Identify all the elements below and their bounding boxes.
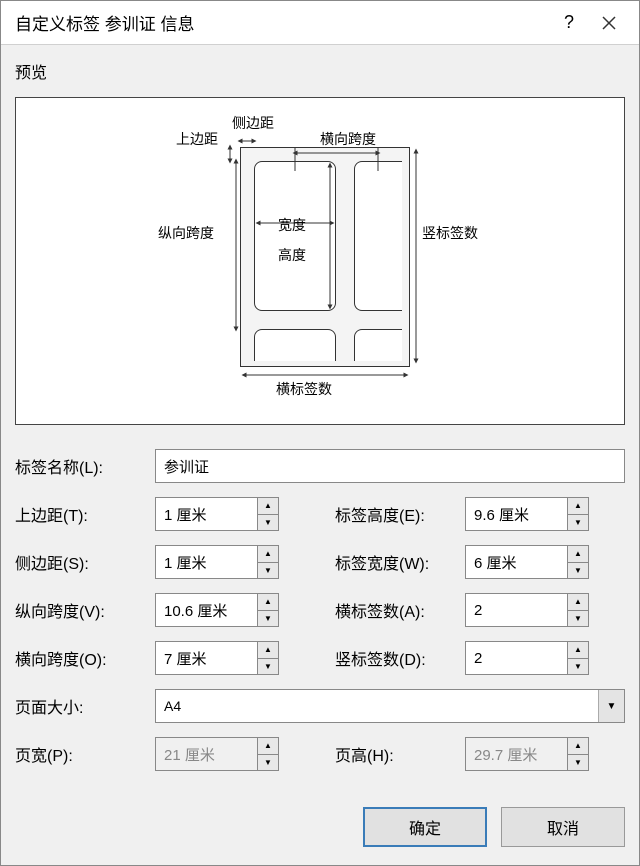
label-height-spinner[interactable]: ▲▼ xyxy=(465,497,589,531)
cancel-button[interactable]: 取消 xyxy=(501,807,625,847)
preview-section-label: 预览 xyxy=(15,59,625,83)
label-diagram: 上边距 侧边距 横向跨度 纵向跨度 宽度 高度 竖标签数 横标签数 xyxy=(140,121,500,401)
dialog-title: 自定义标签 参训证 信息 xyxy=(15,10,549,35)
label-height-label: 标签高度(E): xyxy=(335,502,455,526)
side-margin-input[interactable] xyxy=(155,545,257,579)
spin-up-icon[interactable]: ▲ xyxy=(568,642,588,659)
across-spinner[interactable]: ▲▼ xyxy=(465,593,589,627)
vspan-input[interactable] xyxy=(155,593,257,627)
vspan-spinner[interactable]: ▲▼ xyxy=(155,593,279,627)
label-width-input[interactable] xyxy=(465,545,567,579)
spin-up-icon[interactable]: ▲ xyxy=(258,498,278,515)
button-bar: 确定 取消 xyxy=(15,807,625,847)
down-label: 竖标签数(D): xyxy=(335,646,455,670)
page-height-label: 页高(H): xyxy=(335,742,455,766)
vspan-label: 纵向跨度(V): xyxy=(15,598,145,622)
spin-up-icon[interactable]: ▲ xyxy=(258,546,278,563)
spin-up-icon[interactable]: ▲ xyxy=(568,546,588,563)
label-width-spinner[interactable]: ▲▼ xyxy=(465,545,589,579)
page-size-select[interactable]: A4 ▼ xyxy=(155,689,625,723)
diagram-label-vspan: 纵向跨度 xyxy=(158,223,214,243)
label-name-input[interactable] xyxy=(155,449,625,483)
down-spinner[interactable]: ▲▼ xyxy=(465,641,589,675)
chevron-down-icon: ▼ xyxy=(598,690,624,722)
spin-up-icon: ▲ xyxy=(258,738,278,755)
page-size-value: A4 xyxy=(164,698,181,714)
hspan-spinner[interactable]: ▲▼ xyxy=(155,641,279,675)
spin-down-icon[interactable]: ▼ xyxy=(568,563,588,579)
spin-down-icon: ▼ xyxy=(568,755,588,771)
hspan-label: 横向跨度(O): xyxy=(15,646,145,670)
dialog: 自定义标签 参训证 信息 ? 预览 xyxy=(0,0,640,866)
across-input[interactable] xyxy=(465,593,567,627)
help-button[interactable]: ? xyxy=(549,8,589,38)
top-margin-label: 上边距(T): xyxy=(15,502,145,526)
side-margin-spinner[interactable]: ▲▼ xyxy=(155,545,279,579)
spin-up-icon[interactable]: ▲ xyxy=(568,498,588,515)
across-label: 横标签数(A): xyxy=(335,598,455,622)
close-icon xyxy=(602,16,616,30)
page-width-input xyxy=(155,737,257,771)
diagram-label-vcount: 竖标签数 xyxy=(422,223,478,243)
page-width-label: 页宽(P): xyxy=(15,742,145,766)
diagram-label-height: 高度 xyxy=(278,245,306,265)
spin-down-icon[interactable]: ▼ xyxy=(568,659,588,675)
spin-up-icon[interactable]: ▲ xyxy=(258,594,278,611)
preview-box: 上边距 侧边距 横向跨度 纵向跨度 宽度 高度 竖标签数 横标签数 xyxy=(15,97,625,425)
spin-up-icon: ▲ xyxy=(568,738,588,755)
form: 标签名称(L): 上边距(T): ▲▼ 标签高度(E): ▲▼ xyxy=(15,449,625,771)
spin-up-icon[interactable]: ▲ xyxy=(258,642,278,659)
spin-down-icon[interactable]: ▼ xyxy=(258,659,278,675)
spin-down-icon[interactable]: ▼ xyxy=(258,515,278,531)
label-name-label: 标签名称(L): xyxy=(15,454,145,478)
page-size-label: 页面大小: xyxy=(15,694,145,718)
diagram-label-top-margin: 上边距 xyxy=(176,129,218,149)
side-margin-label: 侧边距(S): xyxy=(15,550,145,574)
label-height-input[interactable] xyxy=(465,497,567,531)
titlebar: 自定义标签 参训证 信息 ? xyxy=(1,1,639,45)
diagram-label-hspan: 横向跨度 xyxy=(320,129,376,149)
top-margin-input[interactable] xyxy=(155,497,257,531)
row-label-name: 标签名称(L): xyxy=(15,449,625,483)
down-input[interactable] xyxy=(465,641,567,675)
spin-down-icon[interactable]: ▼ xyxy=(258,611,278,627)
diagram-label-width: 宽度 xyxy=(278,215,306,235)
page-width-spinner: ▲▼ xyxy=(155,737,279,771)
top-margin-spinner[interactable]: ▲▼ xyxy=(155,497,279,531)
page-height-spinner: ▲▼ xyxy=(465,737,589,771)
spin-down-icon: ▼ xyxy=(258,755,278,771)
diagram-label-hcount: 横标签数 xyxy=(276,379,332,399)
label-width-label: 标签宽度(W): xyxy=(335,550,455,574)
diagram-label-side-margin: 侧边距 xyxy=(232,113,274,133)
hspan-input[interactable] xyxy=(155,641,257,675)
ok-button[interactable]: 确定 xyxy=(363,807,487,847)
diagram-arrows xyxy=(140,121,500,401)
close-button[interactable] xyxy=(589,8,629,38)
dialog-body: 预览 xyxy=(1,45,639,865)
spin-down-icon[interactable]: ▼ xyxy=(568,611,588,627)
spin-up-icon[interactable]: ▲ xyxy=(568,594,588,611)
spin-down-icon[interactable]: ▼ xyxy=(258,563,278,579)
spin-down-icon[interactable]: ▼ xyxy=(568,515,588,531)
page-height-input xyxy=(465,737,567,771)
